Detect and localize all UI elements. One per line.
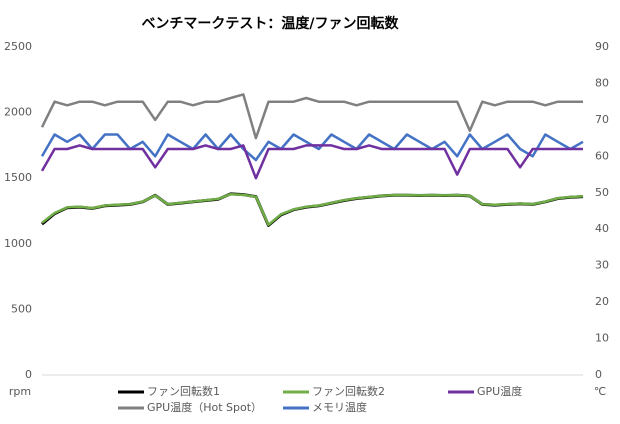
y2-tick-label: 0	[595, 368, 602, 381]
y2-tick-label: 80	[595, 76, 609, 89]
y2-tick-label: 60	[595, 149, 609, 162]
y-axis-label: rpm	[9, 385, 31, 398]
y-tick-label: 1500	[4, 171, 32, 184]
y-tick-label: 500	[11, 302, 32, 315]
series-line	[40, 144, 583, 180]
legend-label: GPU温度	[477, 384, 522, 398]
legend-label: メモリ温度	[312, 400, 367, 414]
series-line	[41, 192, 584, 227]
y2-axis-label: ℃	[594, 385, 606, 398]
chart-title: ベンチマークテスト：温度/ファン回転数	[141, 15, 399, 32]
y2-tick-label: 30	[595, 259, 609, 272]
y2-tick-label: 20	[595, 295, 609, 308]
y-tick-label: 1000	[4, 237, 32, 250]
series-line	[40, 93, 583, 140]
y2-tick-label: 70	[595, 113, 609, 126]
y-tick-label: 2000	[4, 106, 32, 119]
legend-label: ファン回転数1	[147, 385, 220, 398]
series-line	[40, 133, 584, 162]
y2-tick-label: 90	[595, 40, 609, 53]
y2-tick-label: 40	[595, 222, 609, 235]
legend-label: ファン回転数2	[312, 385, 385, 398]
legend-label: GPU温度（Hot Spot）	[147, 400, 262, 414]
y-tick-label: 2500	[4, 40, 32, 53]
y2-tick-label: 50	[595, 186, 609, 199]
y-tick-label: 0	[25, 368, 32, 381]
series-line	[41, 192, 584, 227]
y2-tick-label: 10	[595, 332, 609, 345]
